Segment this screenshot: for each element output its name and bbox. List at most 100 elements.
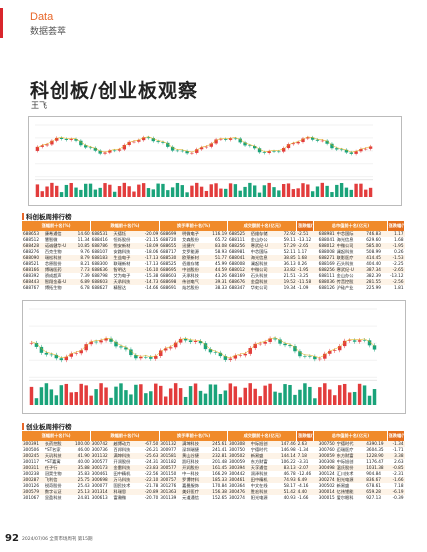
candle <box>372 345 377 350</box>
cell: 百克生物 <box>44 249 62 254</box>
candle <box>257 148 262 153</box>
cell: 中一科技 <box>182 471 199 476</box>
volume-bar <box>99 383 103 405</box>
cell: 300311 <box>22 465 44 471</box>
cell: -67.50 <box>142 441 160 447</box>
cell: 6.78 <box>80 285 90 290</box>
candle <box>59 137 64 139</box>
cell: 联影医疗 <box>335 255 366 261</box>
cell: 116.19 <box>210 231 228 237</box>
cell: -18.09 <box>142 243 160 249</box>
candle <box>198 341 203 344</box>
cell: 300461 <box>227 477 250 483</box>
cell: 300502 <box>318 483 335 488</box>
cell: 387.34 <box>365 267 388 273</box>
cell: 688111 <box>228 237 245 242</box>
candle <box>224 139 228 140</box>
cell: 300308 <box>227 441 250 447</box>
volume-bar <box>122 182 127 197</box>
cell: -0.85 <box>387 465 405 471</box>
cell: 51.77 <box>210 255 228 261</box>
cell: 281.55 <box>365 279 388 285</box>
volume-bar <box>296 188 300 197</box>
candle <box>218 352 223 357</box>
candle <box>342 340 347 347</box>
candle <box>253 343 257 349</box>
candle <box>204 146 209 148</box>
cell: 688699 <box>159 231 182 237</box>
volume-bar <box>257 192 262 197</box>
candle <box>335 148 339 150</box>
cell: 144.14 <box>279 453 297 459</box>
cell: 688512 <box>23 237 39 242</box>
cell: 300245 <box>22 453 44 459</box>
cell: 301363 <box>159 489 182 495</box>
row: 300287 飞利信 25.75 300698 万马科技 -22.10 300757 罗博特科… <box>22 477 405 483</box>
volume-bar <box>283 384 287 405</box>
volume-bar <box>50 182 54 197</box>
cell: 300308 <box>318 459 335 464</box>
candle <box>69 139 73 140</box>
cell: 44.59 <box>210 267 228 273</box>
candle <box>104 338 108 341</box>
cell: 金盘科技 <box>249 279 280 285</box>
cell: 元道通信 <box>182 495 199 500</box>
cell: 152.65 <box>212 495 227 500</box>
cell: 300750 <box>228 447 245 452</box>
volume-bar <box>263 385 267 405</box>
cell: 300750 <box>313 441 336 447</box>
cell: 伟创电气 <box>181 279 211 285</box>
cell: 300274 <box>228 495 245 500</box>
candle <box>214 139 218 144</box>
cell: -13.12 <box>390 273 404 278</box>
volume-bar <box>55 185 59 197</box>
volume-bar <box>84 385 88 405</box>
row: 688521 芯原股份 8.21 688300 联瑞新材 -17.13 688525 佰维存储… <box>22 261 405 267</box>
row: 688392 骄成超声 7.39 688798 艾为电子 -15.38 688603 天承科技… <box>22 273 405 279</box>
volume-bar <box>303 383 307 405</box>
candle <box>112 150 117 152</box>
candle <box>223 356 228 360</box>
cell: -2.65 <box>387 267 405 273</box>
volume-bar <box>301 183 305 197</box>
cell: 寒武纪-U <box>335 267 366 273</box>
cell: 8.21 <box>80 261 90 266</box>
cell: 显盈科技 <box>44 495 62 500</box>
candle <box>124 347 128 350</box>
cell: 25.43 <box>77 483 90 488</box>
volume-bar <box>94 389 98 405</box>
candle <box>180 150 184 152</box>
cell: 300015 <box>318 495 335 500</box>
cell: 52.11 <box>283 249 296 254</box>
cell: 35.83 <box>77 471 90 476</box>
candle <box>54 354 59 359</box>
header-row: 涨幅前十名(%)跌幅前十名(%)换手率前十名(%)成交额前十名(亿元)涨跌幅(%… <box>22 221 406 231</box>
candle <box>50 140 54 145</box>
candle <box>272 151 276 152</box>
candle <box>44 352 49 355</box>
cell: 688653 <box>22 231 44 237</box>
cell: 35.88 <box>73 465 91 471</box>
cell: 43.26 <box>214 273 227 278</box>
candle <box>69 353 73 357</box>
volume-bar <box>318 387 322 405</box>
volume-bar <box>293 394 297 405</box>
cell: 72.92 <box>279 231 297 237</box>
candle <box>273 338 277 340</box>
candle <box>315 139 320 141</box>
volume-bar <box>185 192 189 197</box>
candle <box>149 357 153 359</box>
candle <box>185 151 189 154</box>
candle <box>64 356 69 361</box>
cell: 300742 <box>90 441 113 447</box>
cell: -2.51 <box>296 231 314 237</box>
cell: 中文在线 <box>250 483 268 488</box>
candle <box>139 356 143 359</box>
candle <box>325 140 329 144</box>
cell: 0.26 <box>297 261 307 266</box>
cell: 田中精机 <box>113 471 131 476</box>
candle <box>320 140 324 142</box>
header-cell: 涨跌幅(%) <box>387 221 406 231</box>
cell: 天承科技 <box>182 273 199 278</box>
volume-bar <box>233 184 238 197</box>
